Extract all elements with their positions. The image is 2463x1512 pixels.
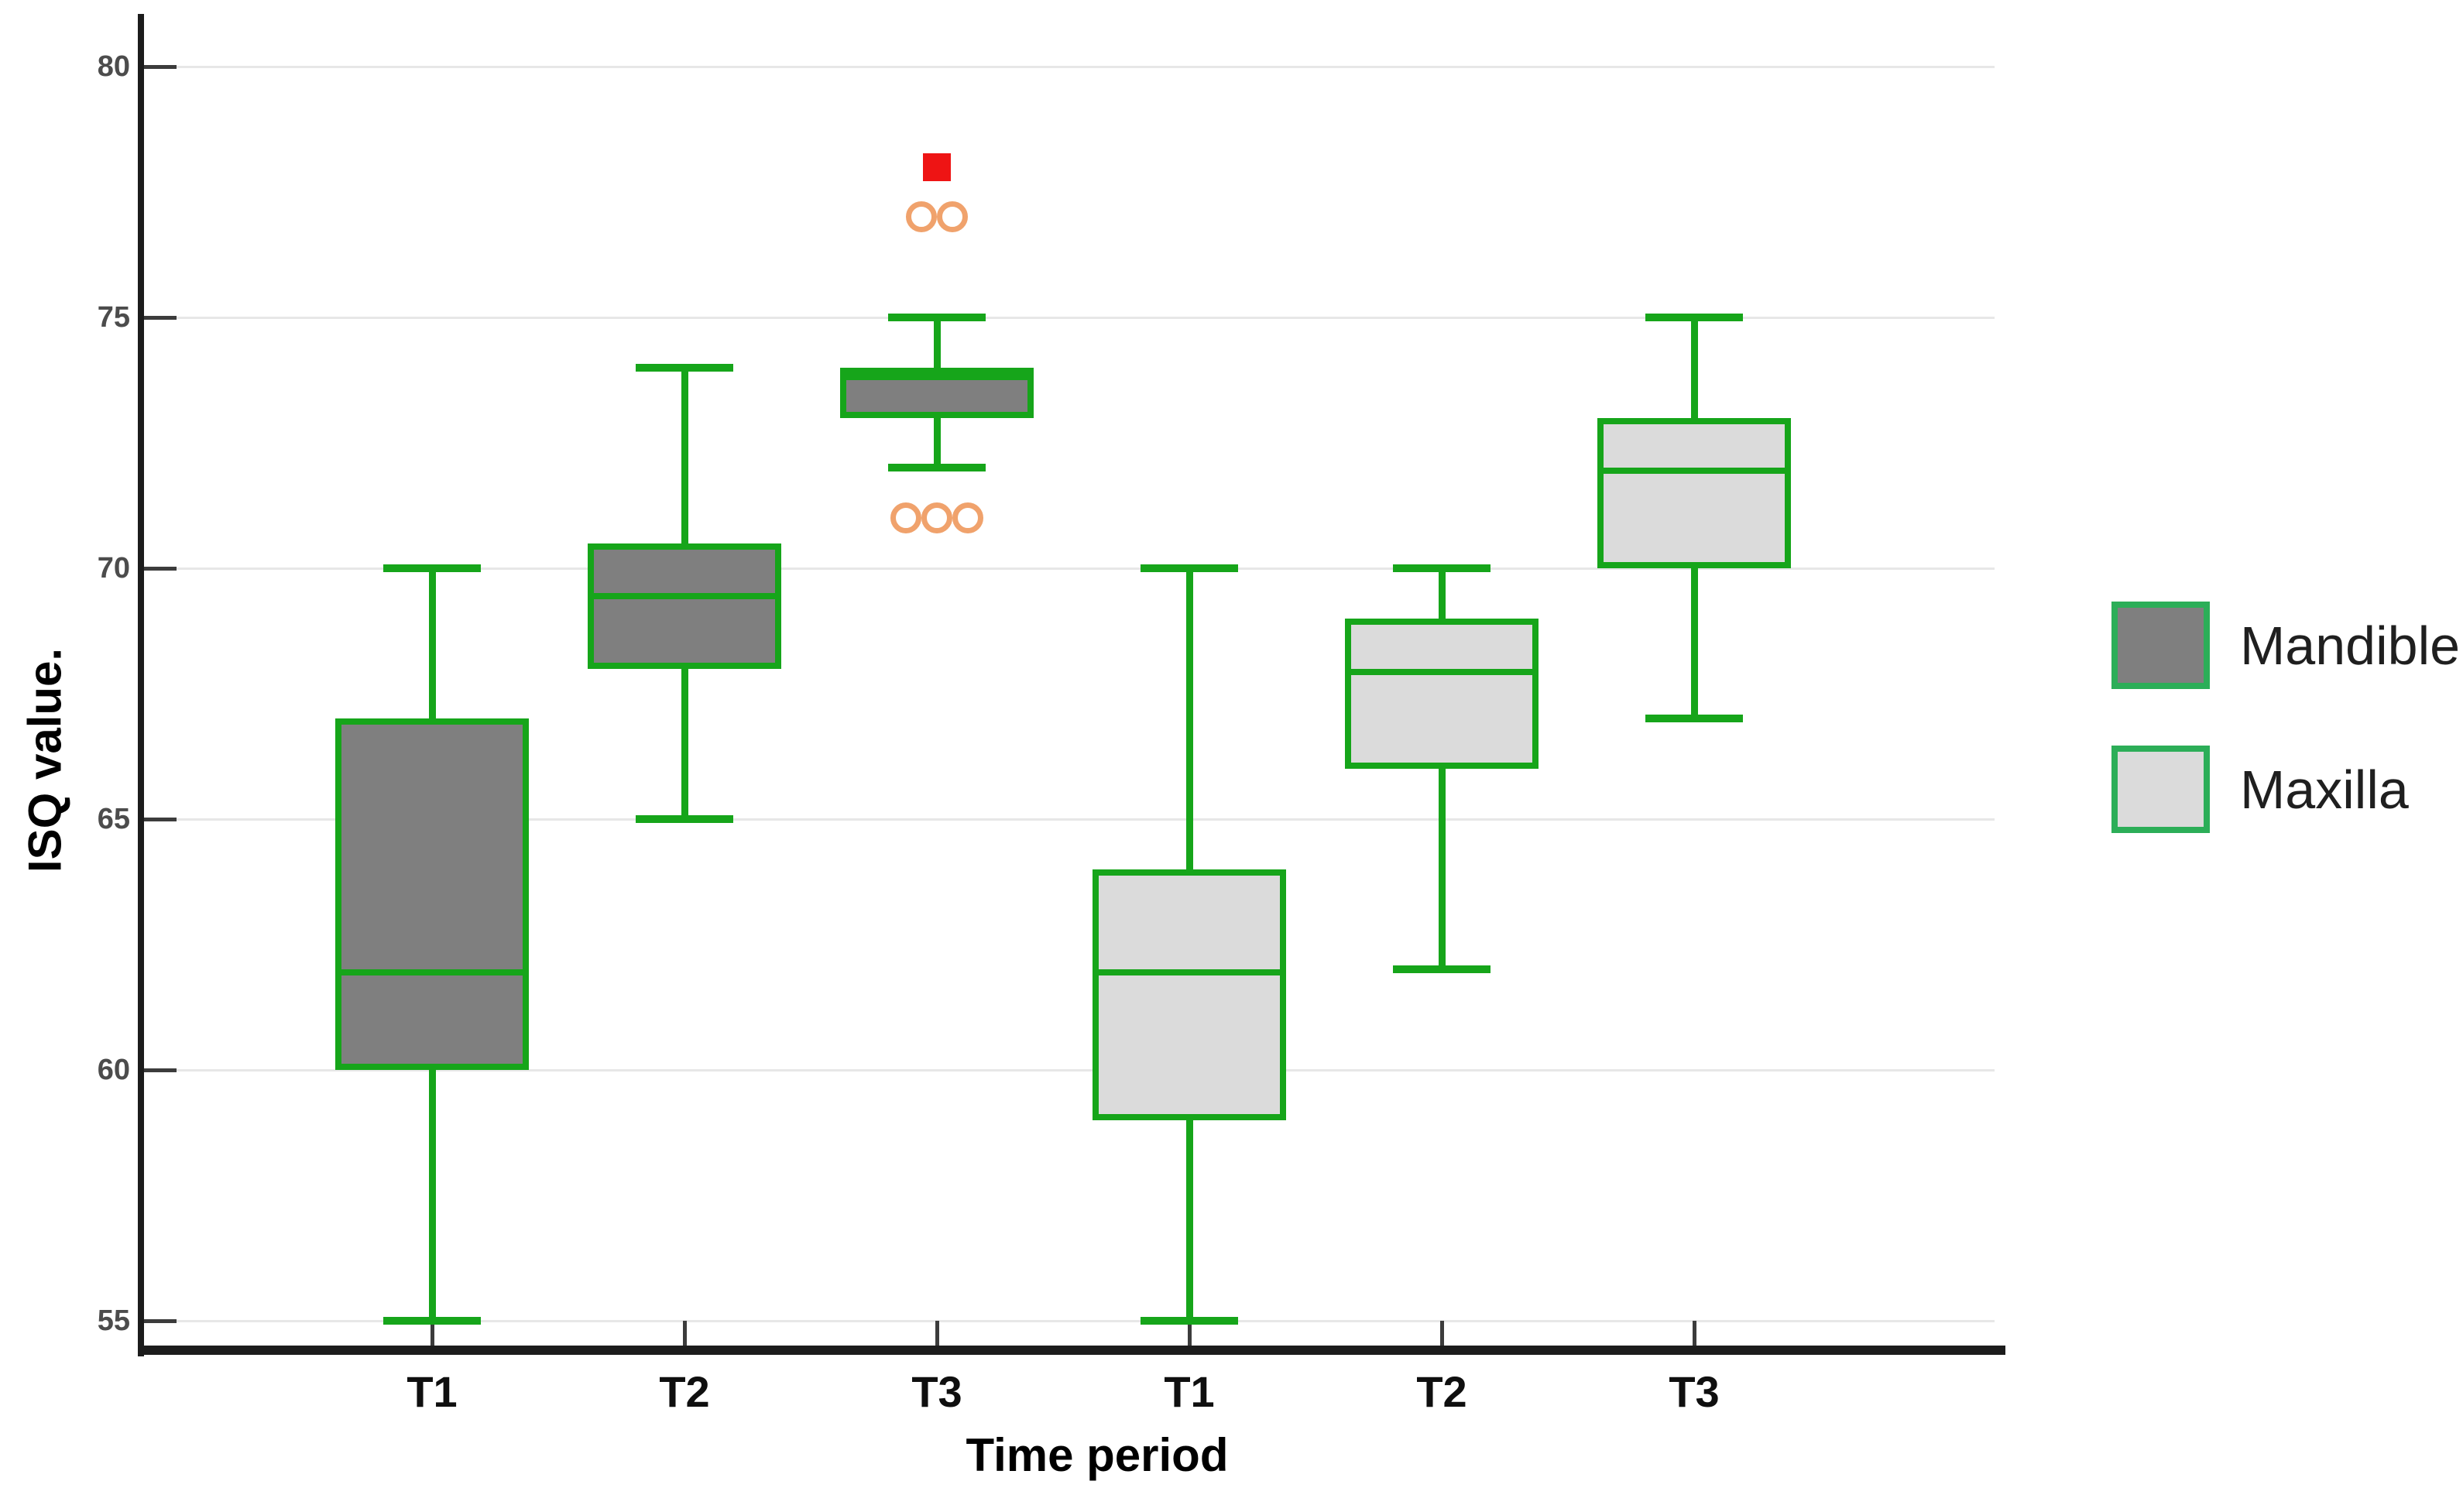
y-tick-label-70: 70 xyxy=(97,552,130,585)
whisker-lower-mandible-t2 xyxy=(681,668,688,819)
x-tick-label-t3-3: T3 xyxy=(911,1367,962,1416)
gridline-75 xyxy=(144,316,1995,319)
whisker-cap-low-mandible-t3 xyxy=(888,464,986,472)
whisker-lower-mandible-t3 xyxy=(933,417,941,468)
box-maxilla-t1 xyxy=(1093,869,1286,1120)
whisker-cap-low-maxilla-t1 xyxy=(1141,1317,1238,1325)
whisker-upper-maxilla-t3 xyxy=(1690,317,1698,418)
median-maxilla-t3 xyxy=(1597,468,1791,475)
outlier-circle-mandible-t3 xyxy=(890,502,921,534)
whisker-upper-mandible-t1 xyxy=(428,568,436,719)
outlier-circle-mandible-t3 xyxy=(952,502,983,534)
median-maxilla-t2 xyxy=(1345,668,1539,675)
legend-label-maxilla: Maxilla xyxy=(2240,759,2409,820)
whisker-cap-low-mandible-t1 xyxy=(383,1317,481,1325)
box-maxilla-t2 xyxy=(1345,618,1539,770)
whisker-cap-low-mandible-t2 xyxy=(636,815,733,823)
whisker-lower-maxilla-t3 xyxy=(1690,568,1698,719)
median-maxilla-t1 xyxy=(1093,969,1286,976)
outlier-circle-mandible-t3 xyxy=(906,201,937,233)
whisker-upper-maxilla-t1 xyxy=(1185,568,1193,869)
y-tick-80 xyxy=(144,64,177,69)
whisker-upper-mandible-t2 xyxy=(681,367,688,543)
whisker-cap-high-mandible-t3 xyxy=(888,314,986,321)
x-tick-label-t2-2: T2 xyxy=(659,1367,710,1416)
box-maxilla-t3 xyxy=(1597,417,1791,568)
whisker-lower-mandible-t1 xyxy=(428,1070,436,1321)
x-tick-label-t1-1: T1 xyxy=(406,1367,458,1416)
legend-swatch-mandible xyxy=(2111,602,2210,689)
x-tick-2 xyxy=(682,1321,687,1346)
gridline-60 xyxy=(144,1068,1995,1071)
legend-label-mandible: Mandible xyxy=(2240,615,2461,676)
y-tick-label-65: 65 xyxy=(97,803,130,835)
median-mandible-t2 xyxy=(588,593,781,600)
whisker-cap-high-maxilla-t2 xyxy=(1393,564,1490,572)
y-tick-label-60: 60 xyxy=(97,1054,130,1086)
gridline-55 xyxy=(144,1319,1995,1322)
whisker-cap-high-mandible-t2 xyxy=(636,363,733,372)
y-axis-line xyxy=(138,14,144,1356)
extreme-outlier-square-mandible-t3 xyxy=(923,153,951,181)
whisker-cap-low-maxilla-t3 xyxy=(1645,715,1743,723)
median-mandible-t1 xyxy=(335,969,529,976)
x-axis-title: Time period xyxy=(966,1429,1229,1481)
gridline-70 xyxy=(144,567,1995,570)
box-mandible-t1 xyxy=(335,718,529,1070)
y-tick-label-80: 80 xyxy=(97,50,130,83)
x-tick-4 xyxy=(1187,1321,1192,1346)
y-tick-70 xyxy=(144,566,177,571)
whisker-cap-high-mandible-t1 xyxy=(383,564,481,572)
x-tick-1 xyxy=(430,1321,434,1346)
box-mandible-t2 xyxy=(588,543,781,669)
legend-entry-maxilla: Maxilla xyxy=(2111,746,2409,833)
y-tick-60 xyxy=(144,1068,177,1072)
gridline-65 xyxy=(144,818,1995,821)
x-tick-3 xyxy=(935,1321,939,1346)
whisker-cap-high-maxilla-t3 xyxy=(1645,314,1743,321)
x-tick-label-t1-4: T1 xyxy=(1164,1367,1215,1416)
y-tick-65 xyxy=(144,817,177,821)
x-tick-label-t3-6: T3 xyxy=(1669,1367,1720,1416)
y-axis-title: ISQ value. xyxy=(19,647,71,873)
outlier-circle-mandible-t3 xyxy=(937,201,968,233)
x-tick-6 xyxy=(1692,1321,1696,1346)
whisker-lower-maxilla-t1 xyxy=(1185,1119,1193,1321)
x-tick-label-t2-5: T2 xyxy=(1416,1367,1467,1416)
median-mandible-t3 xyxy=(840,373,1034,380)
whisker-cap-high-maxilla-t1 xyxy=(1141,564,1238,572)
x-axis-line xyxy=(138,1346,2005,1355)
gridline-80 xyxy=(144,65,1995,68)
y-tick-55 xyxy=(144,1318,177,1323)
x-tick-5 xyxy=(1439,1321,1444,1346)
y-tick-75 xyxy=(144,315,177,320)
whisker-lower-maxilla-t2 xyxy=(1438,769,1446,970)
whisker-upper-maxilla-t2 xyxy=(1438,568,1446,619)
legend-swatch-maxilla xyxy=(2111,746,2210,833)
whisker-upper-mandible-t3 xyxy=(933,317,941,368)
whisker-cap-low-maxilla-t2 xyxy=(1393,965,1490,974)
legend-entry-mandible: Mandible xyxy=(2111,602,2460,689)
y-tick-label-75: 75 xyxy=(97,301,130,334)
outlier-circle-mandible-t3 xyxy=(921,502,952,534)
y-tick-label-55: 55 xyxy=(97,1305,130,1337)
